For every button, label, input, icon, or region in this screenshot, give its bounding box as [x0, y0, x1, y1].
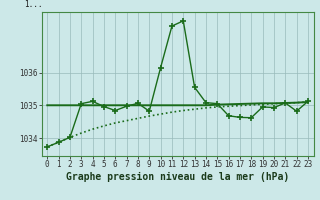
Text: 1...: 1...: [24, 0, 43, 9]
X-axis label: Graphe pression niveau de la mer (hPa): Graphe pression niveau de la mer (hPa): [66, 172, 289, 182]
